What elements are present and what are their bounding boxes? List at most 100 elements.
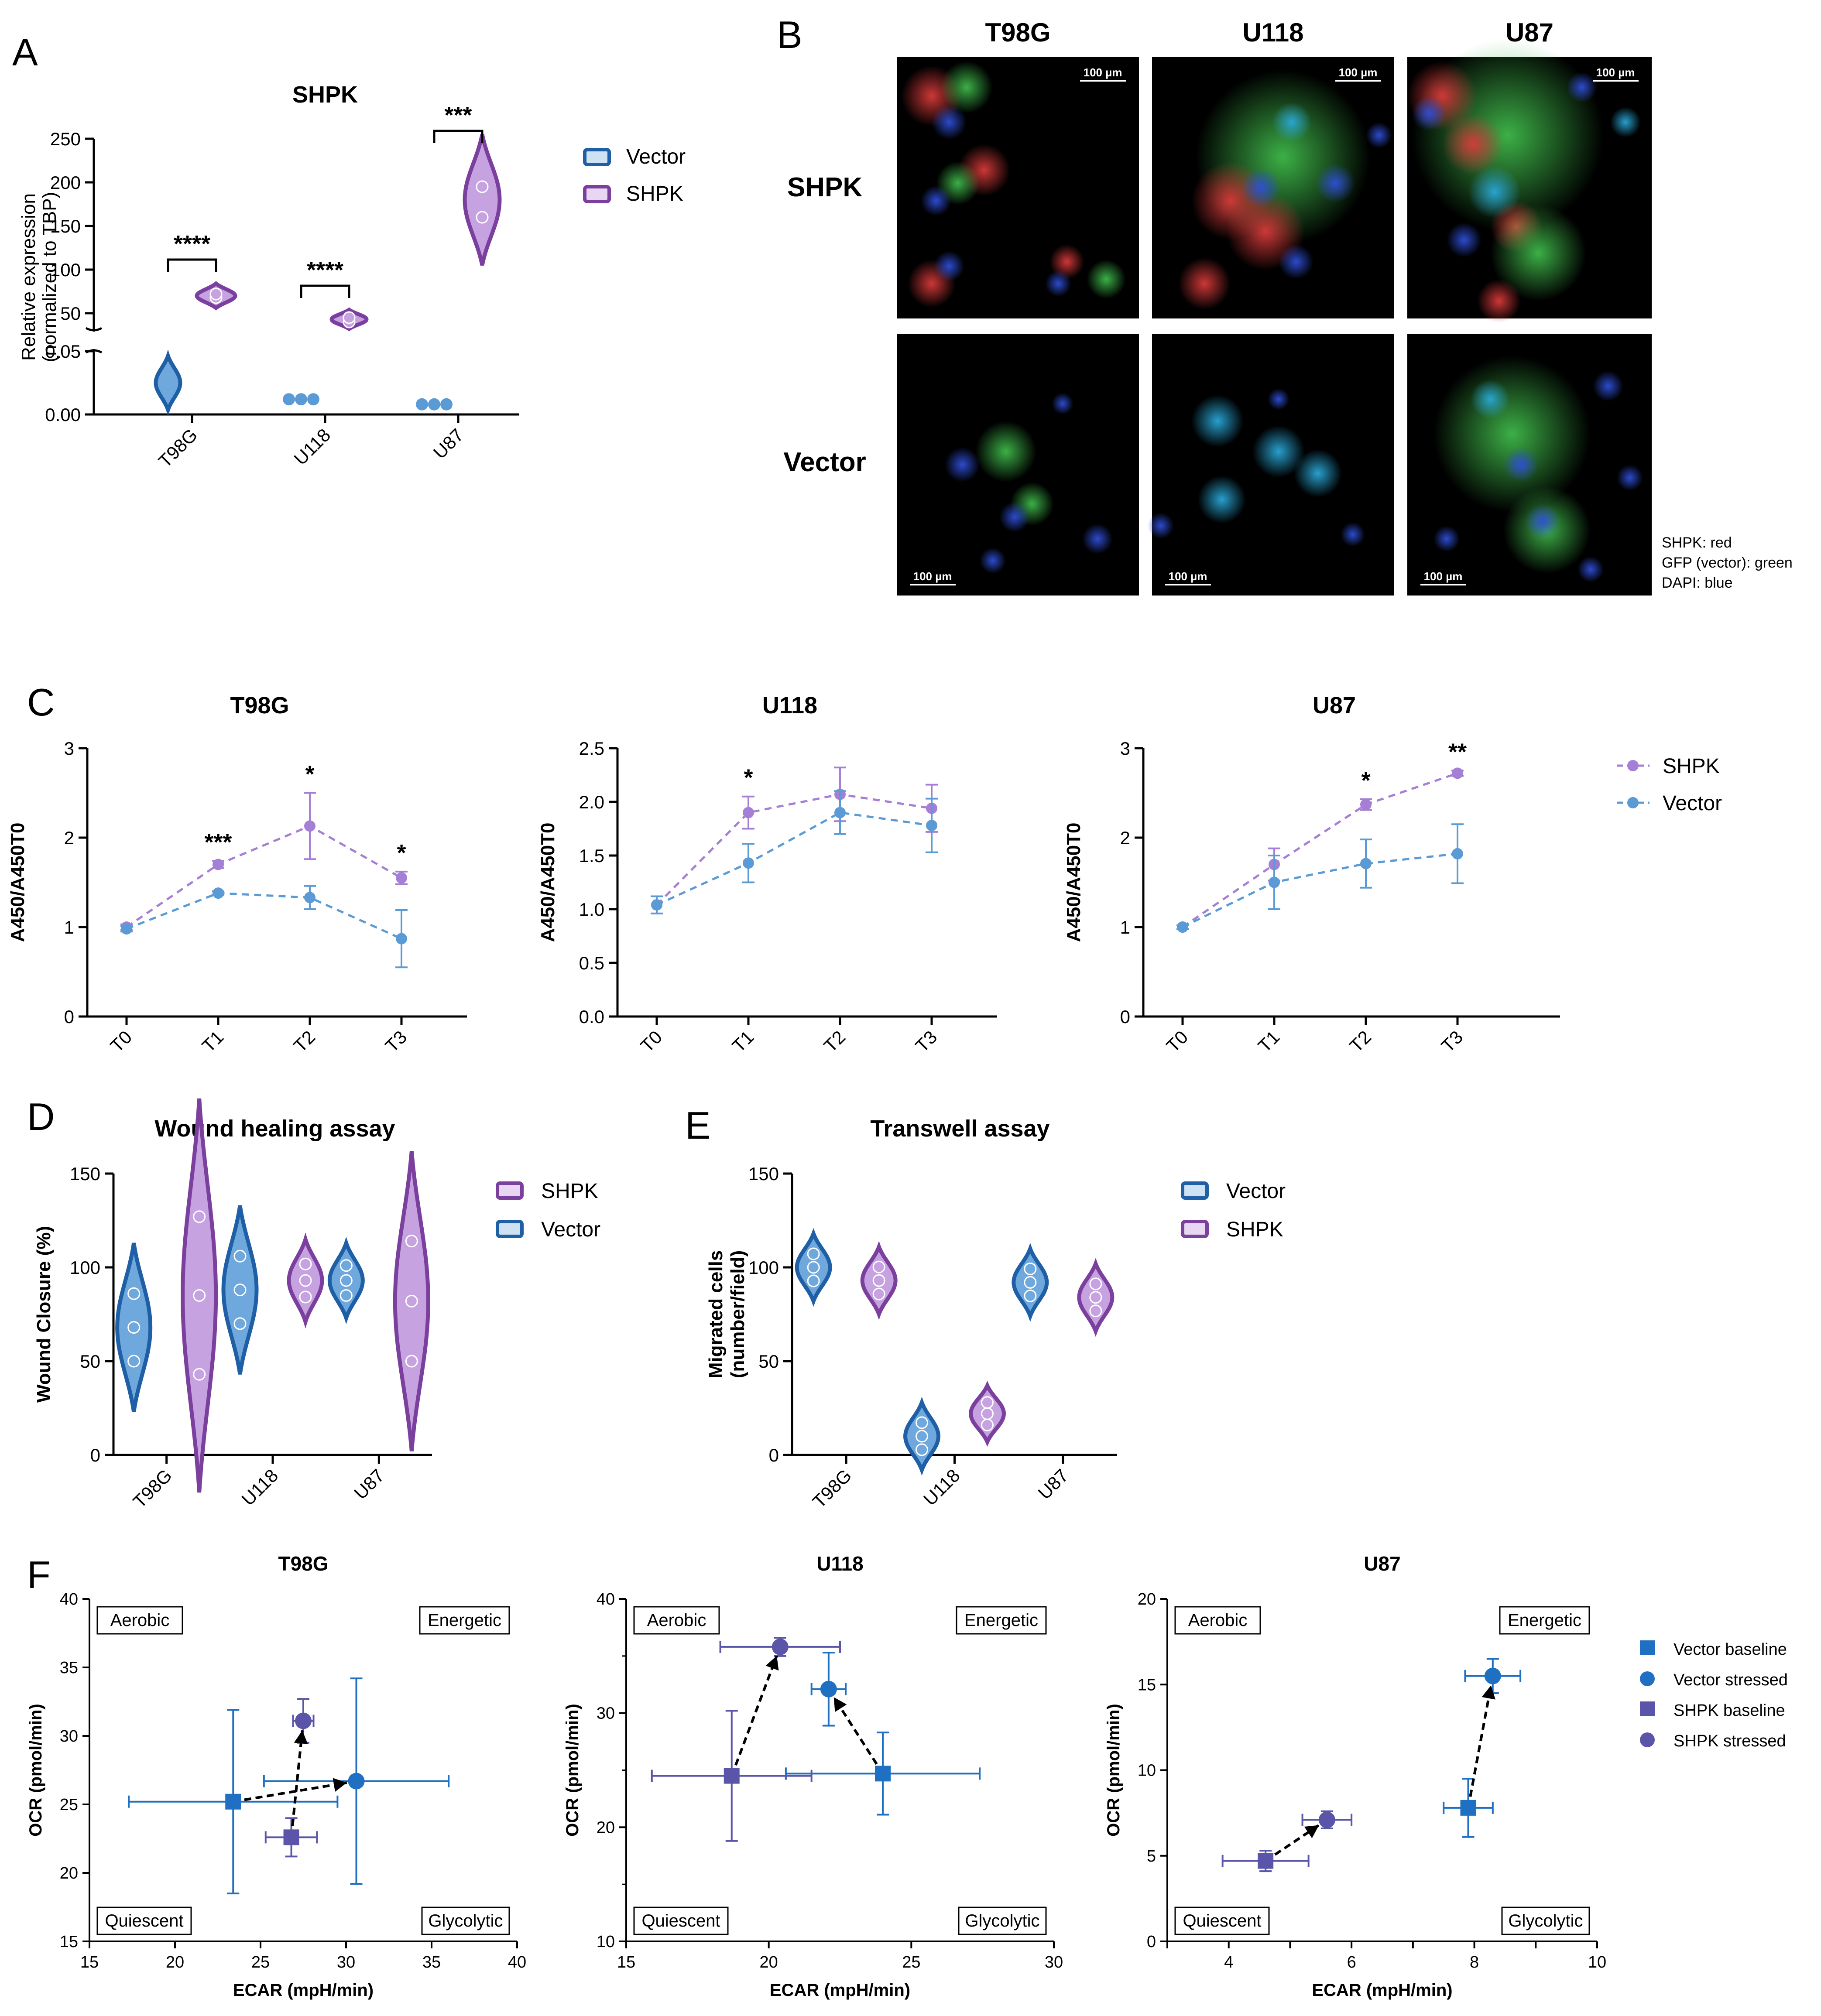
legend-swatch-shpk <box>1181 1220 1209 1238</box>
marker-vector-stressed <box>1484 1667 1501 1684</box>
cell-signal <box>1191 395 1244 447</box>
series-line-vector <box>1182 852 1458 928</box>
y-tick-label: 1.0 <box>579 899 604 920</box>
trajectory-arrow-line <box>833 1696 884 1774</box>
y-tick-label: 0.05 <box>45 341 81 362</box>
data-point-shpk <box>405 1235 418 1248</box>
data-point-vector <box>233 1284 247 1297</box>
legend-label-vector-stressed: Vector stressed <box>1674 1671 1788 1689</box>
data-point-vector <box>807 1261 820 1274</box>
y-tick-label: 3 <box>1120 738 1130 759</box>
cell-signal <box>921 185 951 216</box>
data-point-vector <box>1452 848 1463 859</box>
chart-f2: U118 15 20 25 30 10 20 30 40 ECAR (mpH/min) OCR (p… <box>563 1552 1063 2000</box>
significance-stars: * <box>305 761 314 787</box>
data-point-vector <box>1024 1289 1037 1302</box>
chart-f1: T98G 15 20 25 30 35 40 15 20 25 30 35 40 ECAR (mpH/mi… <box>26 1552 526 2000</box>
marker-shpk-baseline <box>283 1829 299 1845</box>
cell-signal <box>1610 107 1641 137</box>
data-point-shpk <box>1452 767 1463 779</box>
quadrant-box <box>1501 1906 1590 1935</box>
series-line-shpk <box>1182 772 1458 928</box>
data-point-vector <box>233 1317 247 1330</box>
legend-label-vector-baseline: Vector baseline <box>1674 1640 1787 1659</box>
chart-title: U87 <box>1313 692 1356 719</box>
y-tick-label: 20 <box>60 1864 78 1883</box>
channel-legend-0: SHPK: red <box>1662 534 1732 551</box>
data-point-vector <box>127 1321 141 1334</box>
quadrant-box <box>419 1606 510 1635</box>
data-point-vector <box>916 1443 928 1456</box>
data-point-shpk <box>193 1210 206 1223</box>
x-tick-label: 30 <box>1045 1953 1063 1972</box>
legend-marker-1 <box>1640 1671 1655 1686</box>
cell-signal <box>1490 205 1586 301</box>
data-point-vector <box>651 899 662 911</box>
micro-column-title-u118: U118 <box>1242 18 1303 47</box>
significance-stars: **** <box>307 257 343 283</box>
cell-signal <box>1268 388 1289 410</box>
significance-bracket <box>300 284 350 298</box>
data-point-shpk <box>193 1289 206 1302</box>
y-tick-label: 2 <box>64 828 74 848</box>
significance-stars: *** <box>204 829 232 855</box>
scale-bar-label: 100 µm <box>1596 66 1635 79</box>
data-point-vector <box>304 892 316 904</box>
quadrant-box <box>958 1906 1047 1935</box>
x-tick-label: 35 <box>422 1953 441 1972</box>
data-point-vector <box>807 1274 820 1287</box>
significance-stars: * <box>1361 767 1370 794</box>
data-point-shpk <box>193 1368 206 1381</box>
series-line-vector <box>656 811 932 906</box>
y-tick-label: 3 <box>64 738 74 759</box>
x-tick-label: U118 <box>919 1465 964 1509</box>
legend-label-shpk-baseline: SHPK baseline <box>1674 1701 1785 1720</box>
micrograph-shpk-t98g: 100 µm <box>897 57 1139 318</box>
channel-legend-1: GFP (vector): green <box>1662 554 1793 571</box>
chart-title: U118 <box>762 692 817 719</box>
cell-signal <box>1148 513 1174 539</box>
data-point-vector <box>340 1289 353 1302</box>
x-tick-label: T0 <box>1162 1027 1192 1056</box>
quadrant-label-glycolytic: Glycolytic <box>428 1911 503 1930</box>
y-tick-label: 40 <box>60 1590 78 1609</box>
x-tick-label: T1 <box>1254 1027 1283 1056</box>
trajectory-arrow-line <box>290 1730 304 1838</box>
cell-signal <box>934 251 964 281</box>
cell-signal <box>1477 279 1521 323</box>
x-tick-label: 6 <box>1347 1953 1356 1972</box>
cell-signal <box>1279 244 1313 279</box>
quadrant-label-glycolytic: Glycolytic <box>1508 1911 1583 1930</box>
y-tick-label: 1 <box>1120 917 1130 938</box>
y-tick-label: 2.0 <box>579 792 604 812</box>
marker-shpk-baseline <box>1258 1853 1274 1869</box>
data-point-shpk <box>405 1294 418 1307</box>
x-tick-label: U87 <box>350 1465 388 1503</box>
data-point-vector <box>916 1416 928 1429</box>
y-tick-label: 30 <box>60 1727 78 1746</box>
x-tick-label: 20 <box>166 1953 184 1972</box>
cell-signal <box>1578 556 1604 582</box>
x-tick-label: T1 <box>728 1027 758 1056</box>
data-point-shpk <box>405 1355 418 1368</box>
data-point-vector <box>121 923 132 935</box>
cell-signal <box>975 421 1036 482</box>
y-tick-label: 150 <box>50 216 81 236</box>
marker-shpk-stressed <box>295 1712 312 1729</box>
x-axis-label: ECAR (mpH/min) <box>770 1981 910 2000</box>
data-point-shpk <box>1360 799 1372 811</box>
data-point-shpk <box>213 859 224 870</box>
y-axis-label-line2: (normalized to TBP) <box>39 192 60 362</box>
y-tick-label: 20 <box>597 1818 615 1837</box>
legend-marker-shpk <box>1627 760 1639 771</box>
x-tick-label: U118 <box>290 424 334 469</box>
quadrant-box <box>96 1606 183 1635</box>
scale-bar-label: 100 µm <box>1339 66 1378 79</box>
y-tick-label: 0 <box>1147 1933 1156 1951</box>
y-tick-label: 50 <box>758 1351 779 1372</box>
significance-stars: *** <box>444 102 472 128</box>
data-point <box>307 393 319 406</box>
legend-label-shpk: SHPK <box>541 1180 598 1203</box>
data-point-vector <box>396 933 407 945</box>
micrograph-shpk-u118: 100 µm <box>1152 57 1394 318</box>
